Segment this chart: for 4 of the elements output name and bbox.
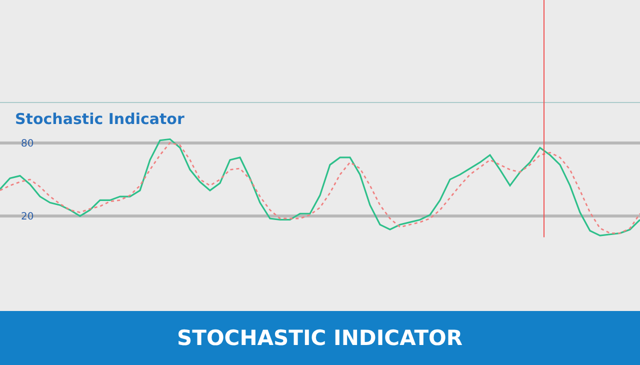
y-tick-label: 80 (21, 138, 34, 150)
y-tick-label: 20 (21, 212, 34, 223)
text: Stochastic Indicator (15, 110, 185, 128)
text: STOCHASTIC INDICATOR (177, 326, 463, 350)
